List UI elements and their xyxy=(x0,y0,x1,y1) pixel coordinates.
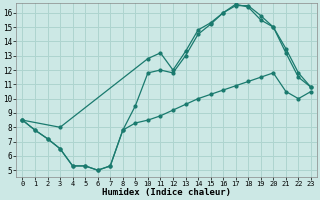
X-axis label: Humidex (Indice chaleur): Humidex (Indice chaleur) xyxy=(102,188,231,197)
